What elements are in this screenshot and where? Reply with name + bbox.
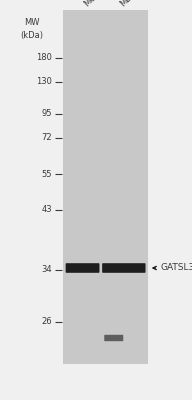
FancyBboxPatch shape [104, 335, 123, 341]
Text: MCF-7: MCF-7 [82, 0, 107, 8]
Text: 180: 180 [36, 54, 52, 62]
Bar [63, 10, 148, 364]
Text: GATSL3: GATSL3 [160, 264, 192, 272]
Text: 72: 72 [41, 134, 52, 142]
Text: 26: 26 [41, 318, 52, 326]
Text: MDA-MB-231: MDA-MB-231 [118, 0, 163, 8]
Text: 55: 55 [41, 170, 52, 178]
Text: 43: 43 [41, 206, 52, 214]
FancyBboxPatch shape [66, 263, 99, 273]
Text: 130: 130 [36, 78, 52, 86]
Text: 34: 34 [41, 266, 52, 274]
Text: MW: MW [24, 18, 39, 27]
Text: 95: 95 [41, 110, 52, 118]
FancyBboxPatch shape [102, 263, 146, 273]
Text: (kDa): (kDa) [20, 31, 43, 40]
